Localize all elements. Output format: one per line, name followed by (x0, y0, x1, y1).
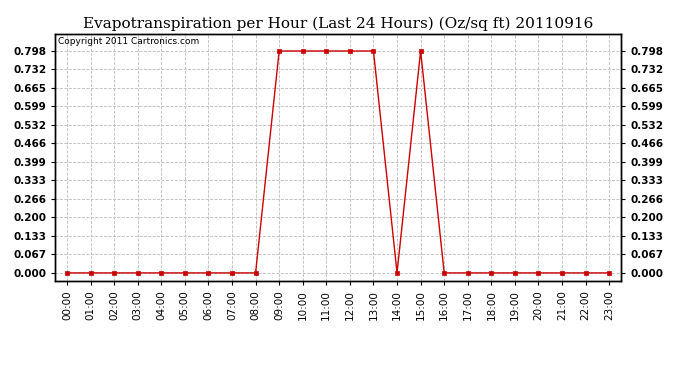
Text: Copyright 2011 Cartronics.com: Copyright 2011 Cartronics.com (58, 38, 199, 46)
Title: Evapotranspiration per Hour (Last 24 Hours) (Oz/sq ft) 20110916: Evapotranspiration per Hour (Last 24 Hou… (83, 17, 593, 31)
